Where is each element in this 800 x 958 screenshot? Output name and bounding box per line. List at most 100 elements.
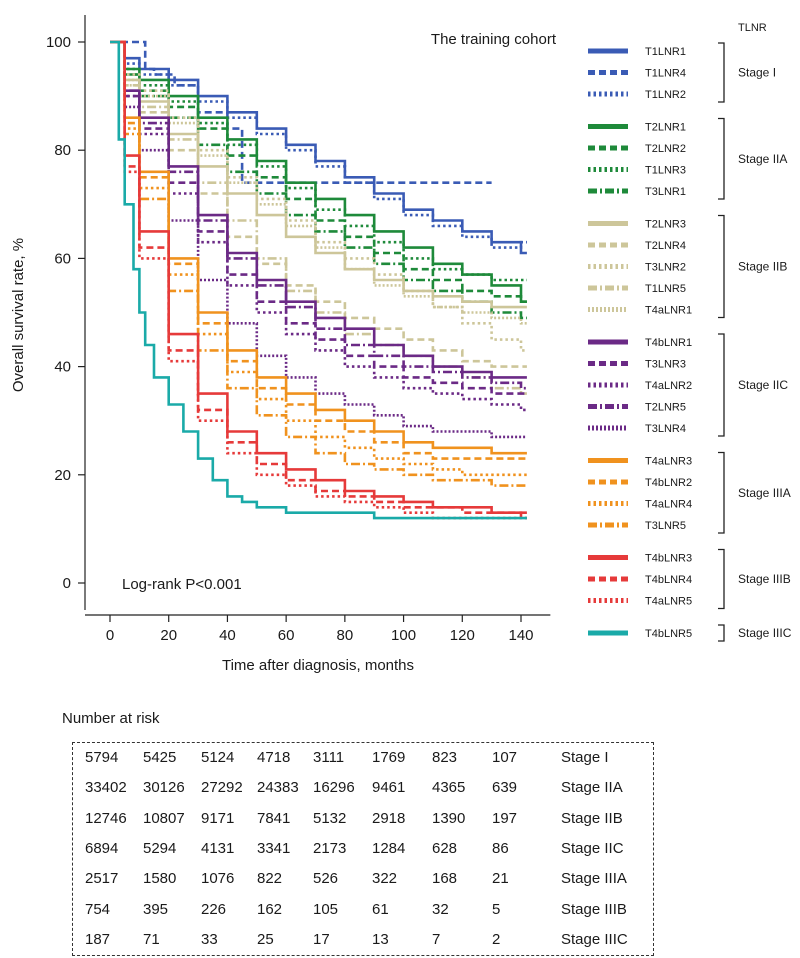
legend-label-t3lnr3: T3LNR3 — [645, 359, 686, 371]
curve-t1lnr2 — [110, 40, 527, 249]
legend-label-t1lnr1: T1LNR1 — [645, 46, 686, 58]
legend-label-t4blnr5: T4bLNR5 — [645, 628, 692, 640]
risk-table-cell: 2 — [492, 930, 501, 948]
risk-table-cell: 9461 — [372, 779, 406, 797]
legend-label-t1lnr2: T1LNR2 — [645, 89, 686, 101]
risk-table-cell: 5124 — [201, 749, 235, 766]
risk-table-cell: 322 — [372, 870, 398, 888]
legend-bracket — [718, 117, 725, 200]
risk-table-cell: 5294 — [143, 839, 177, 857]
risk-table-cell: 2918 — [372, 809, 406, 827]
curve-t1lnr3 — [110, 40, 527, 282]
risk-table-cell: 25 — [257, 930, 274, 948]
legend-label-t2lnr4: T2LNR4 — [645, 240, 686, 252]
curve-t4alnr3 — [110, 40, 527, 455]
curve-t3lnr4 — [110, 40, 527, 439]
y-tick-label: 80 — [54, 142, 71, 159]
risk-table-cell: 17 — [313, 930, 330, 948]
legend-stage-label: Stage IIB — [738, 260, 787, 274]
legend-bracket — [718, 548, 725, 610]
risk-table-cell: 27292 — [201, 779, 243, 797]
curve-t4blnr1 — [110, 40, 527, 379]
risk-table-cell: 3111 — [313, 749, 345, 766]
risk-table-cell: 3341 — [257, 839, 291, 857]
risk-table-cell: 7841 — [257, 809, 291, 827]
risk-table-cell: 86 — [492, 839, 509, 857]
x-tick-label: 100 — [391, 627, 416, 644]
risk-table-cell: 197 — [492, 809, 518, 827]
risk-table-cell: 21 — [492, 870, 509, 888]
risk-table-cell: 6894 — [85, 839, 119, 857]
risk-table-cell: 9171 — [201, 809, 235, 827]
legend-bracket — [718, 42, 725, 103]
risk-table-cell: 13 — [372, 930, 389, 948]
chart-axes: 0 20 40 60 80 100 0 20 40 60 80 100 120 140 — [46, 14, 551, 644]
risk-table-cell: 4365 — [432, 779, 466, 797]
legend-label-t4alnr1: T4aLNR1 — [645, 305, 692, 317]
chart-title: The training cohort — [431, 31, 557, 48]
risk-table-cell: 107 — [492, 749, 518, 766]
logrank-annotation: Log-rank P<0.001 — [122, 576, 242, 593]
legend-label-t3lnr1: T3LNR1 — [645, 186, 686, 198]
risk-table-cell: 33402 — [85, 779, 127, 797]
risk-table-cell: 1076 — [201, 870, 235, 888]
risk-table-row: 187 71 33 25 17 13 7 2 Stage IIIC — [73, 925, 653, 955]
curve-t4alnr5 — [110, 40, 527, 520]
legend-label-t4blnr4: T4bLNR4 — [645, 574, 692, 586]
x-tick-label: 60 — [278, 627, 295, 644]
risk-table-row: 6894 5294 4131 3341 2173 1284 628 86 Stage IIC — [73, 834, 653, 864]
risk-table-cell: 5425 — [143, 749, 177, 766]
x-tick-label: 120 — [450, 627, 475, 644]
legend-stage-label: Stage IIIA — [738, 486, 791, 500]
risk-table-stage: Stage IIA — [561, 779, 623, 797]
risk-table-stage: Stage IIB — [561, 809, 623, 827]
legend-stage-label: Stage IIIB — [738, 572, 791, 586]
risk-table-cell: 822 — [257, 870, 283, 888]
legend-label-t4blnr1: T4bLNR1 — [645, 337, 692, 349]
y-axis-label: Overall survival rate, % — [10, 238, 27, 392]
risk-table-cell: 639 — [492, 779, 518, 797]
risk-table-cell: 33 — [201, 930, 218, 948]
risk-table-row: 33402 30126 27292 24383 16296 9461 4365 639 Stag… — [73, 773, 653, 803]
legend-label-t3lnr4: T3LNR4 — [645, 423, 686, 435]
risk-table-cell: 16296 — [313, 779, 355, 797]
legend-label-t2lnr2: T2LNR2 — [645, 143, 686, 155]
legend-bracket — [718, 214, 725, 319]
legend-label-t4alnr5: T4aLNR5 — [645, 596, 692, 608]
legend-label-t1lnr5: T1LNR5 — [645, 283, 686, 295]
risk-table-cell: 5794 — [85, 749, 119, 766]
risk-table-stage: Stage IIIC — [561, 930, 628, 948]
curve-t4alnr1 — [110, 40, 527, 325]
risk-table-cell: 1284 — [372, 839, 406, 857]
legend-stage-label: Stage IIC — [738, 378, 788, 392]
survival-curves — [110, 40, 527, 520]
risk-table-cell: 24383 — [257, 779, 299, 797]
y-tick-label: 40 — [54, 359, 71, 376]
curve-t4blnr3 — [110, 40, 527, 514]
risk-table-stage: Stage I — [561, 749, 609, 766]
risk-table-stage: Stage IIIA — [561, 870, 627, 888]
curve-t3lnr2 — [110, 40, 527, 352]
risk-table-cell: 61 — [372, 900, 389, 918]
risk-table-cell: 395 — [143, 900, 169, 918]
legend-label-t4blnr3: T4bLNR3 — [645, 553, 692, 565]
risk-table-row: 2517 1580 1076 822 526 322 168 21 Stage IIIA — [73, 864, 653, 894]
curve-t3lnr5 — [110, 40, 527, 487]
legend-label-t4alnr3: T4aLNR3 — [645, 456, 692, 468]
legend-bracket — [718, 624, 725, 642]
curve-t2lnr5 — [110, 40, 527, 390]
risk-table-cell: 2173 — [313, 839, 347, 857]
y-tick-label: 60 — [54, 250, 71, 267]
curve-t4alnr4 — [110, 40, 527, 477]
curve-t2lnr3 — [110, 40, 527, 309]
risk-table-cell: 4718 — [257, 749, 291, 766]
risk-table-cell: 5 — [492, 900, 501, 918]
x-tick-label: 20 — [160, 627, 177, 644]
chart-legend: T1LNR1 T1LNR4 T1LNR2 Stage I T2LNR1 T2LNR2 T1L… — [588, 42, 792, 642]
curve-t1lnr4 — [110, 40, 492, 184]
risk-table-cell: 754 — [85, 900, 111, 918]
risk-table-cell: 1580 — [143, 870, 177, 888]
legend-label-t4alnr4: T4aLNR4 — [645, 499, 692, 511]
x-axis-label: Time after diagnosis, months — [222, 657, 414, 674]
legend-title: TLNR — [738, 22, 767, 34]
